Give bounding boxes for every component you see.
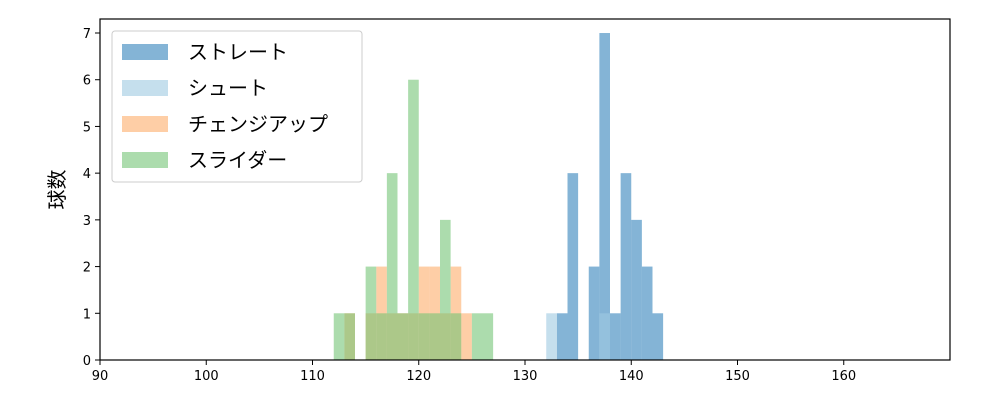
bar-series-0-bin-4	[610, 313, 621, 360]
x-tick-label-7: 160	[831, 369, 856, 384]
histogram-bars	[333, 33, 664, 361]
bar-series-3-bin-0	[333, 313, 345, 360]
x-tick-label-2: 110	[300, 369, 325, 384]
y-tick-label-3: 3	[83, 214, 91, 229]
bar-series-2-bin-10	[461, 313, 472, 360]
bar-series-3-bin-3	[376, 313, 387, 360]
x-tick-label-5: 140	[619, 369, 644, 384]
y-tick-label-4: 4	[83, 167, 91, 182]
legend-box	[111, 30, 363, 183]
bar-series-0-bin-0	[556, 313, 568, 360]
bar-series-0-bin-3	[599, 33, 610, 360]
bar-series-0-bin-7	[641, 266, 653, 360]
x-tick-label-6: 150	[725, 369, 750, 384]
legend-label-3: スライダー	[188, 148, 287, 172]
x-tick-label-4: 130	[513, 369, 538, 384]
bar-series-0-bin-5	[620, 173, 632, 360]
bar-series-3-bin-10	[450, 313, 462, 360]
legend-label-0: ストレート	[188, 40, 288, 64]
bar-series-3-bin-12	[482, 313, 494, 360]
bar-series-3-bin-9	[440, 219, 451, 360]
x-tick-label-1: 100	[194, 369, 219, 384]
bar-series-0-bin-6	[631, 219, 642, 360]
legend-swatch-2	[122, 116, 168, 132]
x-tick-label-0: 90	[92, 369, 109, 384]
y-axis: 0 1 2 3 4 5 6 7	[83, 27, 100, 369]
bar-series-3-bin-2	[365, 266, 377, 360]
y-tick-label-0: 0	[83, 354, 91, 369]
bar-series-1-bin-1	[599, 313, 610, 360]
legend-swatch-1	[122, 80, 168, 96]
y-tick-label-6: 6	[83, 74, 91, 89]
bar-series-3-bin-8	[429, 313, 440, 360]
bar-series-3-bin-5	[397, 313, 409, 360]
bar-series-3-bin-6	[408, 79, 419, 361]
bar-series-0-bin-1	[567, 173, 579, 360]
y-axis-label: 球数	[45, 170, 69, 210]
bar-series-3-bin-7	[418, 313, 430, 360]
bar-series-3-bin-1	[344, 313, 355, 360]
y-tick-label-1: 1	[83, 307, 91, 322]
bar-series-0-bin-8	[652, 313, 664, 360]
bar-series-3-bin-11	[471, 313, 483, 360]
legend-label-2: チェンジアップ	[188, 112, 328, 136]
y-tick-label-2: 2	[83, 261, 91, 276]
legend-swatch-3	[122, 152, 168, 168]
legend-swatch-0	[122, 44, 168, 60]
legend-label-1: シュート	[188, 76, 268, 100]
bar-series-0-bin-2	[588, 266, 600, 360]
x-axis: 90 100 110 120 130 140 150 160	[92, 360, 856, 384]
y-tick-label-5: 5	[83, 120, 91, 135]
y-tick-label-7: 7	[83, 27, 91, 42]
bar-series-1-bin-0	[546, 313, 557, 360]
x-tick-label-3: 120	[406, 369, 431, 384]
bar-series-3-bin-4	[386, 173, 398, 360]
